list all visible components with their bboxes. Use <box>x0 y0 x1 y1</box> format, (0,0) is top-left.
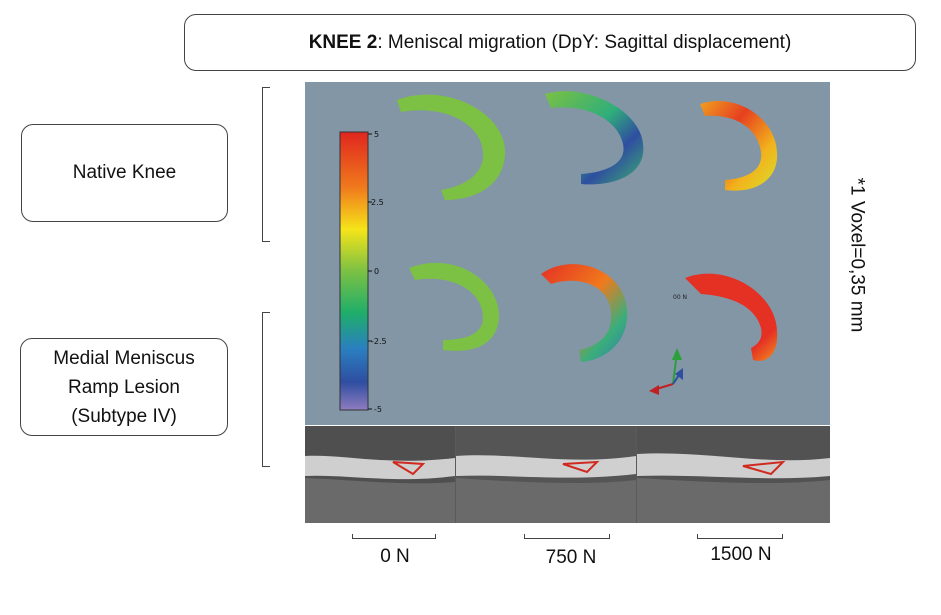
meniscus-ramp-1500n <box>685 273 778 361</box>
voxel-size-note: *1 Voxel=0,35 mm <box>831 160 881 350</box>
colorbar-tick-0: 0 <box>374 267 379 276</box>
ramp-lesion-line-3: (Subtype IV) <box>71 405 177 427</box>
colorbar-gradient <box>339 131 369 411</box>
colorbar: 5 2.5 0 -2.5 -5 <box>339 130 387 414</box>
force-bracket-1500n <box>697 534 783 539</box>
meniscus-native-0n <box>397 94 505 200</box>
voxel-size-text: *1 Voxel=0,35 mm <box>846 177 868 333</box>
mri-panel-750n <box>456 426 636 523</box>
force-label-1500n: 1500 N <box>710 544 772 565</box>
lesion-outline-1500n <box>742 460 786 476</box>
mri-panel-0n <box>305 426 455 523</box>
lesion-outline-750n <box>562 460 600 474</box>
colorbar-tick-minus-2.5: -2.5 <box>371 337 387 346</box>
ramp-lesion-line-1: Medial Meniscus <box>53 347 195 369</box>
ramp-row-bracket <box>262 312 270 467</box>
force-bracket-0n <box>352 534 436 539</box>
force-label-0n: 0 N <box>380 546 410 567</box>
native-knee-label: Native Knee <box>72 162 177 183</box>
force-label-750n: 750 N <box>545 547 597 568</box>
meniscus-native-750n <box>545 91 644 185</box>
colorbar-tick-minus-5: -5 <box>374 405 382 414</box>
meniscus-native-1500n <box>700 100 778 191</box>
title-knee-label: KNEE 2 <box>308 31 378 53</box>
mri-strip-svg <box>305 426 830 523</box>
ramp-lesion-line-2: Ramp Lesion <box>68 376 180 398</box>
meniscus-ramp-0n <box>409 262 500 351</box>
native-knee-label-box: Native Knee <box>21 124 228 222</box>
displacement-map-panel: 5 2.5 0 -2.5 -5 00 N <box>305 82 830 425</box>
overlay-force-text: 00 N <box>673 294 687 301</box>
displacement-map-svg: 5 2.5 0 -2.5 -5 00 N <box>339 91 778 414</box>
orientation-triad <box>649 348 683 395</box>
mri-panel-1500n <box>637 426 830 523</box>
ramp-lesion-label-box: Medial Meniscus Ramp Lesion (Subtype IV) <box>20 338 228 436</box>
native-row-bracket <box>262 87 270 242</box>
force-bracket-750n <box>524 534 610 539</box>
lesion-outline-0n <box>392 461 426 476</box>
figure-title: KNEE 2: Meniscal migration (DpY: Sagitta… <box>184 14 916 71</box>
title-description: : Meniscal migration (DpY: Sagittal disp… <box>377 31 792 53</box>
colorbar-tick-2.5: 2.5 <box>371 198 384 207</box>
colorbar-tick-5: 5 <box>374 130 379 139</box>
meniscus-ramp-750n <box>541 264 628 362</box>
mri-image-strip <box>305 426 830 523</box>
